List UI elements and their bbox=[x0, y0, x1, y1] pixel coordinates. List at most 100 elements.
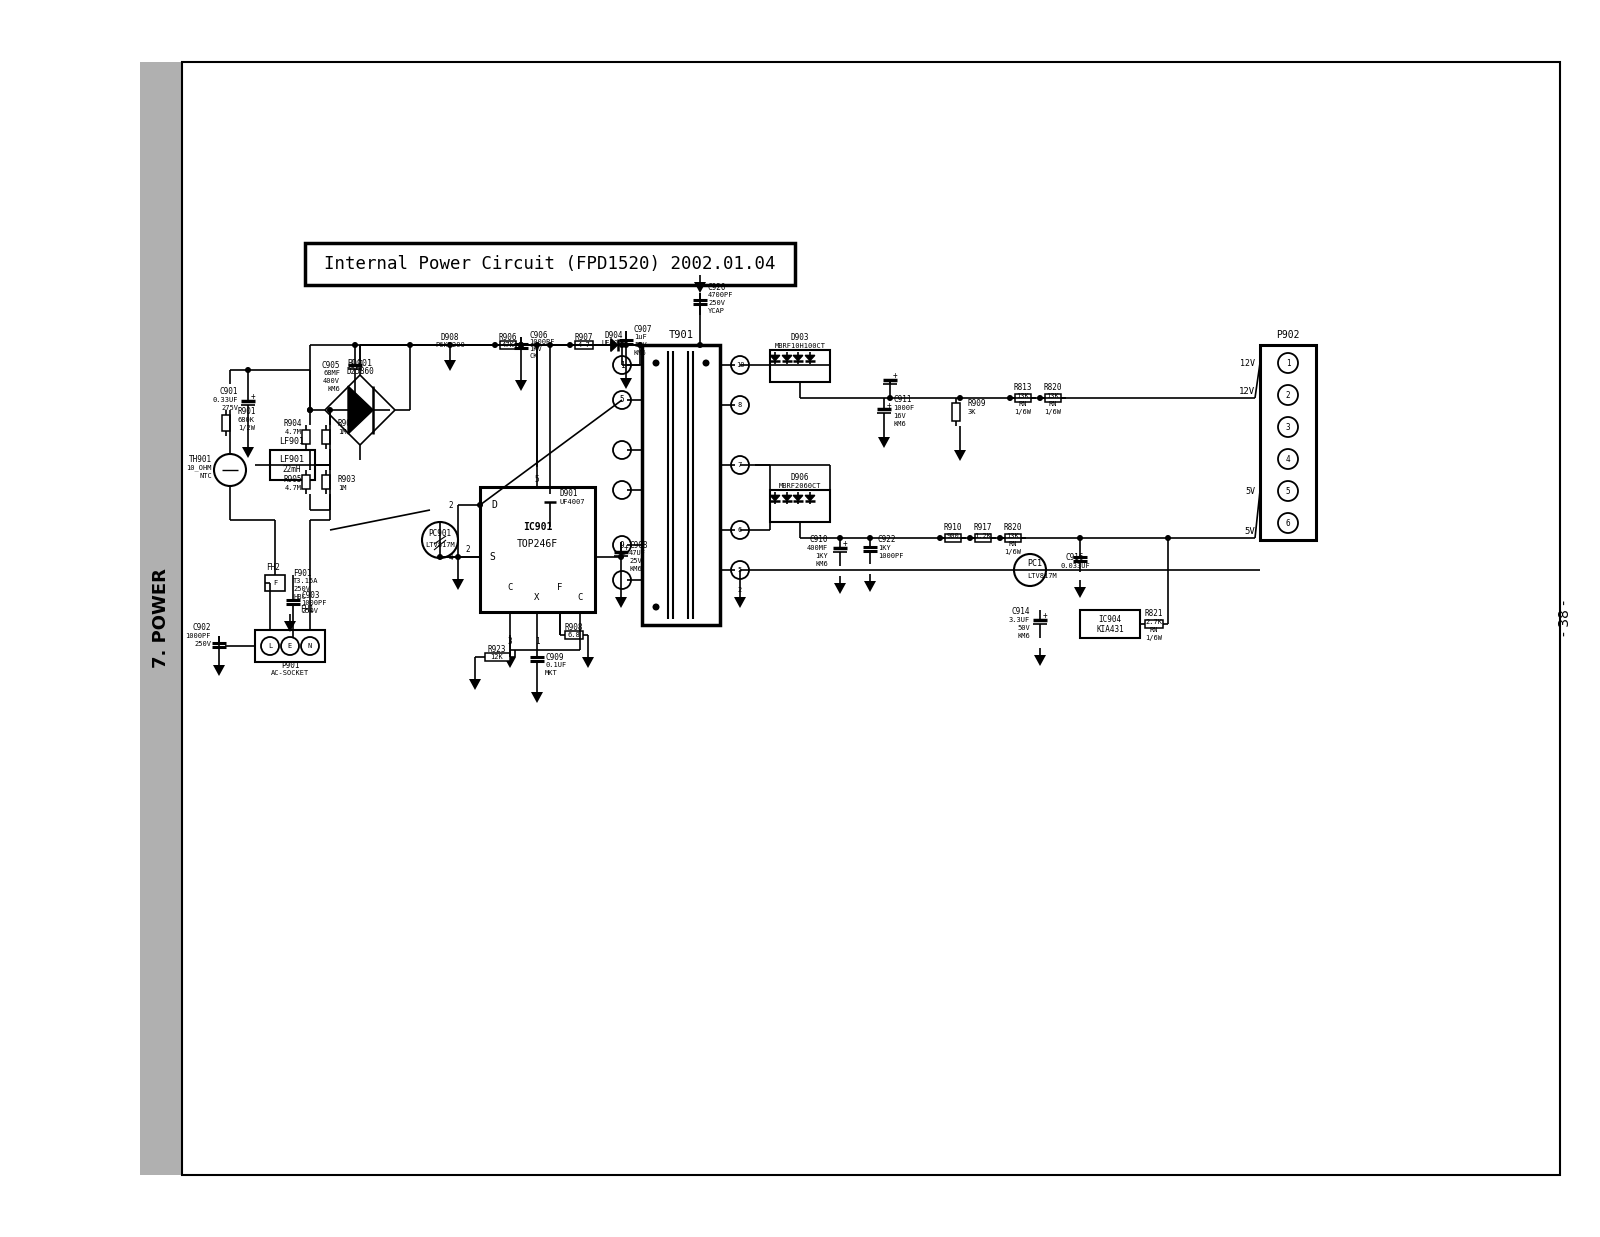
Text: BD901: BD901 bbox=[347, 359, 373, 367]
Text: R923: R923 bbox=[488, 644, 506, 653]
Text: P6KE200: P6KE200 bbox=[435, 341, 466, 348]
Text: R903: R903 bbox=[338, 475, 357, 485]
Polygon shape bbox=[614, 597, 627, 609]
Circle shape bbox=[613, 442, 630, 459]
Circle shape bbox=[1037, 395, 1043, 401]
Bar bbox=[266, 575, 285, 591]
Text: 4: 4 bbox=[1286, 454, 1290, 464]
Text: C922: C922 bbox=[878, 536, 896, 544]
Text: F: F bbox=[274, 580, 277, 586]
Text: C: C bbox=[578, 593, 582, 601]
Text: R905: R905 bbox=[283, 475, 302, 485]
Polygon shape bbox=[805, 495, 814, 501]
Text: 16V: 16V bbox=[893, 413, 906, 419]
Text: 22mH: 22mH bbox=[283, 465, 301, 475]
Text: C: C bbox=[507, 583, 512, 591]
Circle shape bbox=[437, 554, 443, 560]
Text: KM6: KM6 bbox=[1018, 633, 1030, 640]
Text: LF901: LF901 bbox=[280, 438, 304, 447]
Text: 8: 8 bbox=[738, 402, 742, 408]
Text: 2: 2 bbox=[448, 501, 453, 510]
Text: LF901: LF901 bbox=[280, 455, 304, 465]
Text: FH2: FH2 bbox=[266, 563, 280, 571]
Text: 1000PF: 1000PF bbox=[301, 600, 326, 606]
Text: T901: T901 bbox=[669, 330, 693, 340]
Circle shape bbox=[957, 395, 963, 401]
Circle shape bbox=[731, 456, 749, 474]
Text: 1/6W: 1/6W bbox=[1045, 409, 1061, 414]
Circle shape bbox=[422, 522, 458, 558]
Text: R901: R901 bbox=[238, 407, 256, 417]
Polygon shape bbox=[453, 579, 464, 590]
Polygon shape bbox=[878, 437, 890, 448]
Text: IC901: IC901 bbox=[523, 522, 552, 532]
Bar bbox=[1261, 345, 1315, 541]
Circle shape bbox=[282, 637, 299, 656]
Polygon shape bbox=[286, 638, 299, 649]
Text: KM6: KM6 bbox=[629, 567, 642, 571]
Bar bbox=[322, 475, 330, 489]
Text: 4: 4 bbox=[448, 553, 453, 562]
Circle shape bbox=[731, 396, 749, 414]
Text: D25B60: D25B60 bbox=[346, 366, 374, 376]
Circle shape bbox=[326, 407, 333, 413]
Text: 47UF: 47UF bbox=[629, 550, 646, 555]
Circle shape bbox=[613, 571, 630, 589]
Text: X: X bbox=[534, 593, 539, 601]
Text: 68MF: 68MF bbox=[323, 370, 339, 376]
Bar bbox=[946, 534, 962, 542]
Text: 12V: 12V bbox=[1240, 359, 1254, 367]
Text: P902: P902 bbox=[1277, 330, 1299, 340]
Circle shape bbox=[1278, 417, 1298, 437]
Text: C908: C908 bbox=[629, 541, 648, 549]
Text: C903: C903 bbox=[301, 590, 320, 600]
Bar bbox=[1014, 395, 1030, 402]
Polygon shape bbox=[469, 679, 482, 690]
Text: C916: C916 bbox=[1066, 553, 1085, 563]
Text: C909: C909 bbox=[546, 652, 563, 662]
Text: 5V: 5V bbox=[1245, 486, 1254, 496]
Text: C911: C911 bbox=[893, 396, 912, 404]
Text: 50V: 50V bbox=[634, 341, 646, 348]
Text: 3.3UF: 3.3UF bbox=[1008, 617, 1030, 623]
Text: R902: R902 bbox=[338, 419, 357, 428]
Polygon shape bbox=[1034, 656, 1046, 666]
Polygon shape bbox=[770, 355, 779, 361]
Text: 5: 5 bbox=[534, 475, 539, 484]
Text: 12K: 12K bbox=[491, 654, 504, 661]
Text: 4-7: 4-7 bbox=[578, 341, 590, 348]
Text: R820: R820 bbox=[1043, 383, 1062, 392]
Text: C907: C907 bbox=[634, 324, 653, 334]
Circle shape bbox=[518, 341, 525, 348]
Polygon shape bbox=[349, 386, 373, 434]
Text: R820: R820 bbox=[1003, 523, 1022, 532]
Text: D908: D908 bbox=[440, 333, 459, 341]
Polygon shape bbox=[611, 339, 618, 351]
Text: S: S bbox=[490, 552, 494, 562]
Text: 400MF: 400MF bbox=[806, 546, 829, 550]
Text: 25V: 25V bbox=[629, 558, 642, 564]
Text: KM6: KM6 bbox=[816, 562, 829, 567]
Text: R908: R908 bbox=[565, 622, 584, 632]
Polygon shape bbox=[504, 657, 515, 668]
Bar bbox=[974, 534, 990, 542]
Circle shape bbox=[613, 391, 630, 409]
Text: N: N bbox=[307, 643, 312, 649]
Text: 250V: 250V bbox=[707, 301, 725, 306]
Text: 1.2K: 1.2K bbox=[974, 533, 992, 539]
Text: 9: 9 bbox=[619, 541, 624, 549]
Polygon shape bbox=[544, 495, 557, 501]
Circle shape bbox=[613, 481, 630, 499]
Circle shape bbox=[245, 367, 251, 374]
Bar bbox=[270, 450, 315, 480]
Text: 2: 2 bbox=[738, 588, 742, 593]
Text: 1: 1 bbox=[1286, 359, 1290, 367]
Text: 12V: 12V bbox=[1238, 387, 1254, 397]
Circle shape bbox=[1165, 534, 1171, 541]
Circle shape bbox=[886, 395, 893, 401]
Circle shape bbox=[653, 360, 659, 366]
Text: NTC: NTC bbox=[200, 473, 211, 479]
Circle shape bbox=[352, 341, 358, 348]
Text: D: D bbox=[491, 500, 498, 510]
Bar bbox=[182, 62, 1560, 1175]
